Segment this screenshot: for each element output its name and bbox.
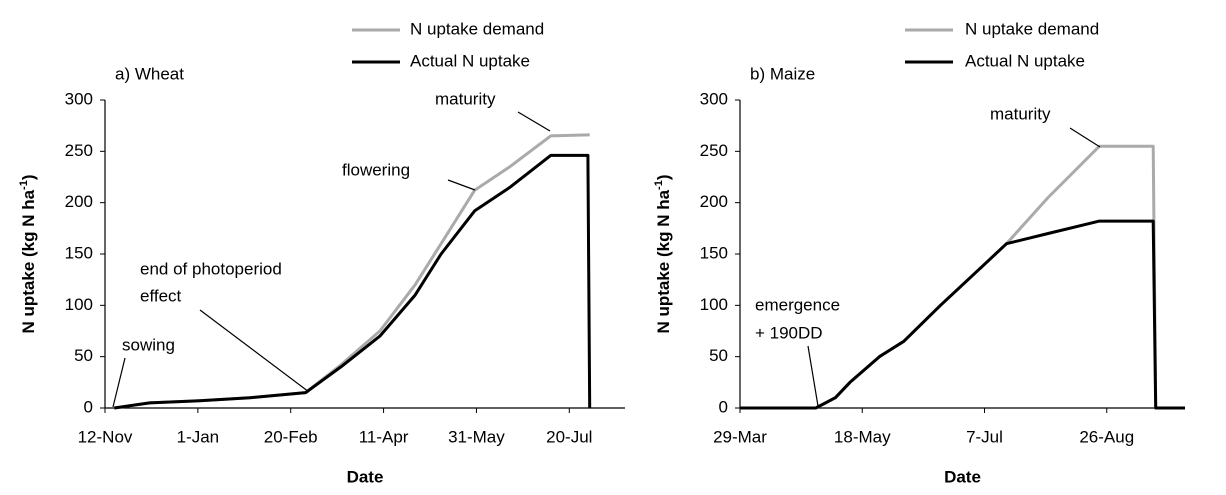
x-tick-label: 11-Apr: [359, 427, 409, 446]
y-tick-label: 300: [65, 89, 93, 108]
series-line: [114, 153, 592, 410]
y-tick-label: 200: [65, 192, 93, 211]
annotation: flowering: [342, 160, 410, 179]
x-tick-label: 29-Mar: [713, 427, 767, 446]
panel-title: a) Wheat: [115, 64, 184, 83]
y-axis-label: N uptake (kg N ha-1): [18, 174, 39, 333]
y-axis-label-part: N uptake (kg N ha: [654, 189, 673, 333]
y-tick-label: 0: [84, 397, 93, 416]
y-axis-label-part: ): [654, 174, 673, 180]
x-tick-label: 20-Jul: [546, 427, 592, 446]
annotation-leader: [112, 357, 126, 408]
legend-label: Actual N uptake: [410, 51, 530, 70]
series-line: [740, 144, 1185, 410]
y-tick-label: 0: [719, 397, 728, 416]
annotation-leader: [199, 309, 310, 393]
annotation: emergence: [755, 295, 840, 314]
x-tick-label: 12-Nov: [78, 427, 133, 446]
legend-label: N uptake demand: [410, 19, 544, 38]
annotation-leader: [517, 111, 551, 132]
x-tick-label: 7-Jul: [966, 427, 1003, 446]
x-axis-label: Date: [347, 467, 384, 486]
series-line: [740, 219, 1185, 410]
annotation: + 190DD: [755, 323, 823, 342]
y-axis-label: N uptake (kg N ha-1): [653, 174, 674, 333]
y-tick-label: 250: [700, 141, 728, 160]
annotation-leader: [1069, 127, 1101, 148]
legend-label: N uptake demand: [965, 19, 1099, 38]
y-tick-label: 100: [65, 295, 93, 314]
x-tick-label: 1-Jan: [177, 427, 220, 446]
y-tick-label: 50: [74, 346, 93, 365]
x-tick-label: 18-May: [834, 427, 891, 446]
annotation: sowing: [122, 335, 175, 354]
x-axis-label: Date: [944, 467, 981, 486]
y-axis-label-part: -1: [18, 180, 30, 190]
x-tick-label: 26-Aug: [1079, 427, 1134, 446]
y-axis-label-part: ): [19, 174, 38, 180]
y-axis-label-part: -1: [653, 180, 665, 190]
y-tick-label: 150: [65, 243, 93, 262]
panel-title: b) Maize: [750, 64, 815, 83]
y-tick-label: 200: [700, 192, 728, 211]
annotation-leader: [447, 179, 476, 191]
x-tick-label: 31-May: [448, 427, 505, 446]
annotation: end of photoperiod: [140, 259, 282, 278]
annotation: effect: [140, 286, 182, 305]
y-tick-label: 100: [700, 295, 728, 314]
legend-label: Actual N uptake: [965, 51, 1085, 70]
y-tick-label: 50: [709, 346, 728, 365]
annotation-leader: [807, 345, 819, 407]
y-tick-label: 300: [700, 89, 728, 108]
y-axis-label-part: N uptake (kg N ha: [19, 189, 38, 333]
annotation: maturity: [990, 104, 1051, 123]
x-tick-label: 20-Feb: [264, 427, 318, 446]
annotation: maturity: [435, 89, 496, 108]
y-tick-label: 150: [700, 243, 728, 262]
y-tick-label: 250: [65, 141, 93, 160]
